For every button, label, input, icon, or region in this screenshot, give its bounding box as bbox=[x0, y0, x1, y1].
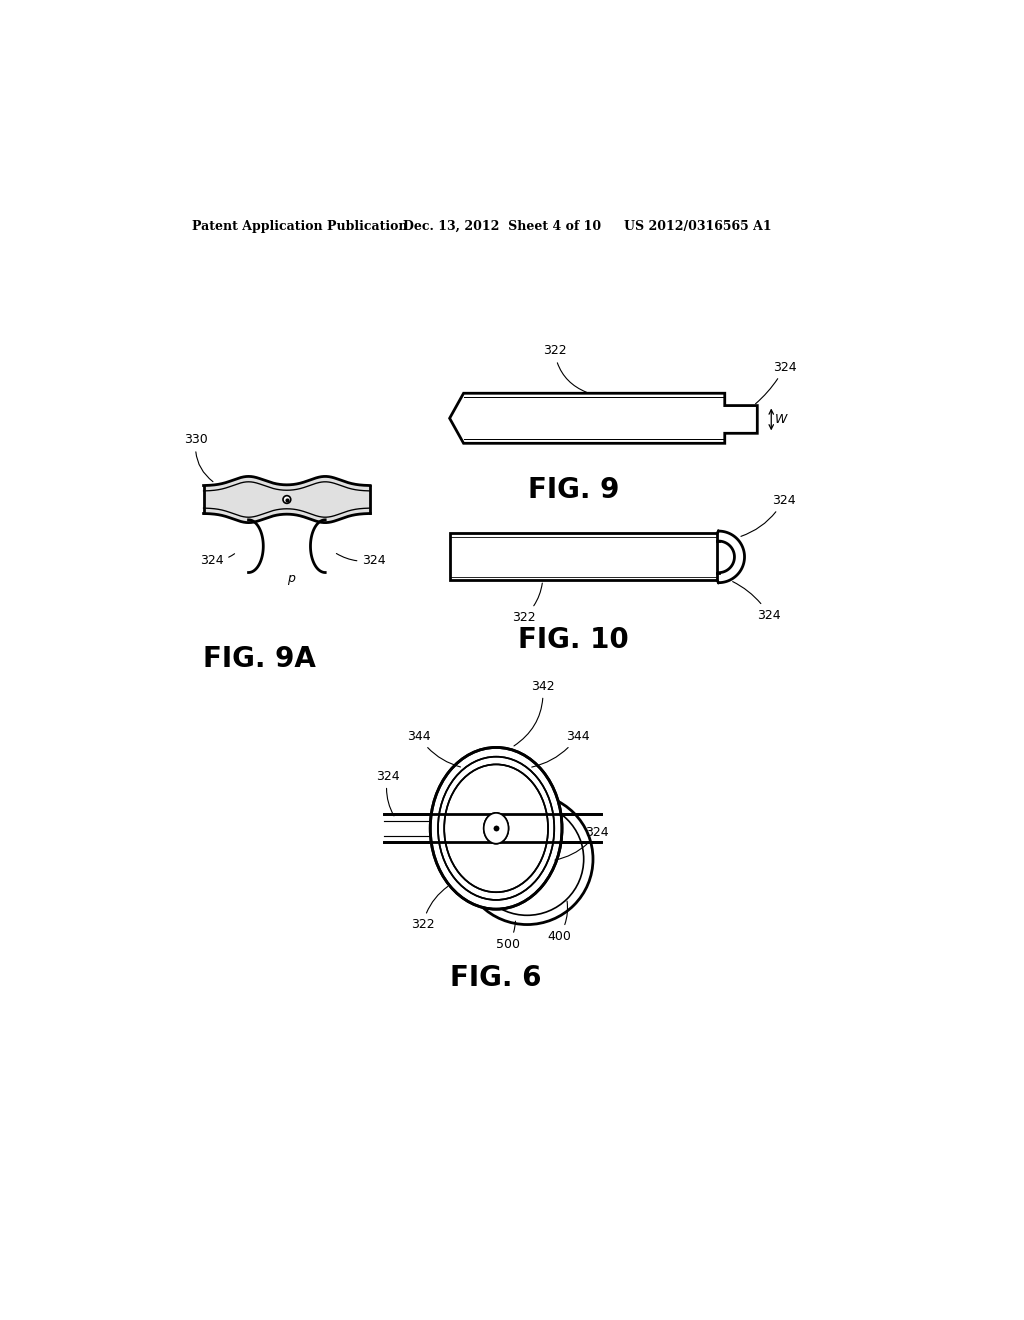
Text: FIG. 9: FIG. 9 bbox=[528, 475, 620, 503]
Text: 344: 344 bbox=[407, 730, 461, 767]
Polygon shape bbox=[204, 477, 371, 523]
Text: W: W bbox=[775, 413, 787, 426]
Text: 342: 342 bbox=[514, 680, 555, 746]
Text: 322: 322 bbox=[543, 345, 587, 392]
Text: 400: 400 bbox=[547, 902, 570, 942]
Text: 324: 324 bbox=[741, 494, 796, 536]
Text: 324: 324 bbox=[337, 553, 386, 566]
Polygon shape bbox=[450, 393, 758, 444]
Text: 324: 324 bbox=[200, 553, 234, 566]
Text: 330: 330 bbox=[184, 433, 213, 482]
Text: 324: 324 bbox=[756, 360, 797, 404]
Text: 324: 324 bbox=[733, 582, 781, 622]
Ellipse shape bbox=[483, 813, 509, 843]
Text: p: p bbox=[287, 572, 295, 585]
Text: 324: 324 bbox=[376, 770, 399, 816]
Text: 500: 500 bbox=[496, 921, 520, 950]
Text: 322: 322 bbox=[512, 583, 543, 624]
Ellipse shape bbox=[483, 813, 509, 843]
Text: Patent Application Publication: Patent Application Publication bbox=[193, 219, 408, 232]
Text: 344: 344 bbox=[531, 730, 590, 767]
Text: FIG. 10: FIG. 10 bbox=[518, 626, 629, 653]
Text: Dec. 13, 2012  Sheet 4 of 10: Dec. 13, 2012 Sheet 4 of 10 bbox=[403, 219, 601, 232]
Circle shape bbox=[283, 495, 291, 503]
Ellipse shape bbox=[431, 748, 561, 908]
Bar bbox=[450, 533, 717, 581]
Text: US 2012/0316565 A1: US 2012/0316565 A1 bbox=[624, 219, 772, 232]
Text: 322: 322 bbox=[411, 887, 447, 932]
Text: 324: 324 bbox=[555, 826, 609, 861]
Text: FIG. 6: FIG. 6 bbox=[451, 965, 542, 993]
Text: FIG. 9A: FIG. 9A bbox=[204, 645, 316, 673]
